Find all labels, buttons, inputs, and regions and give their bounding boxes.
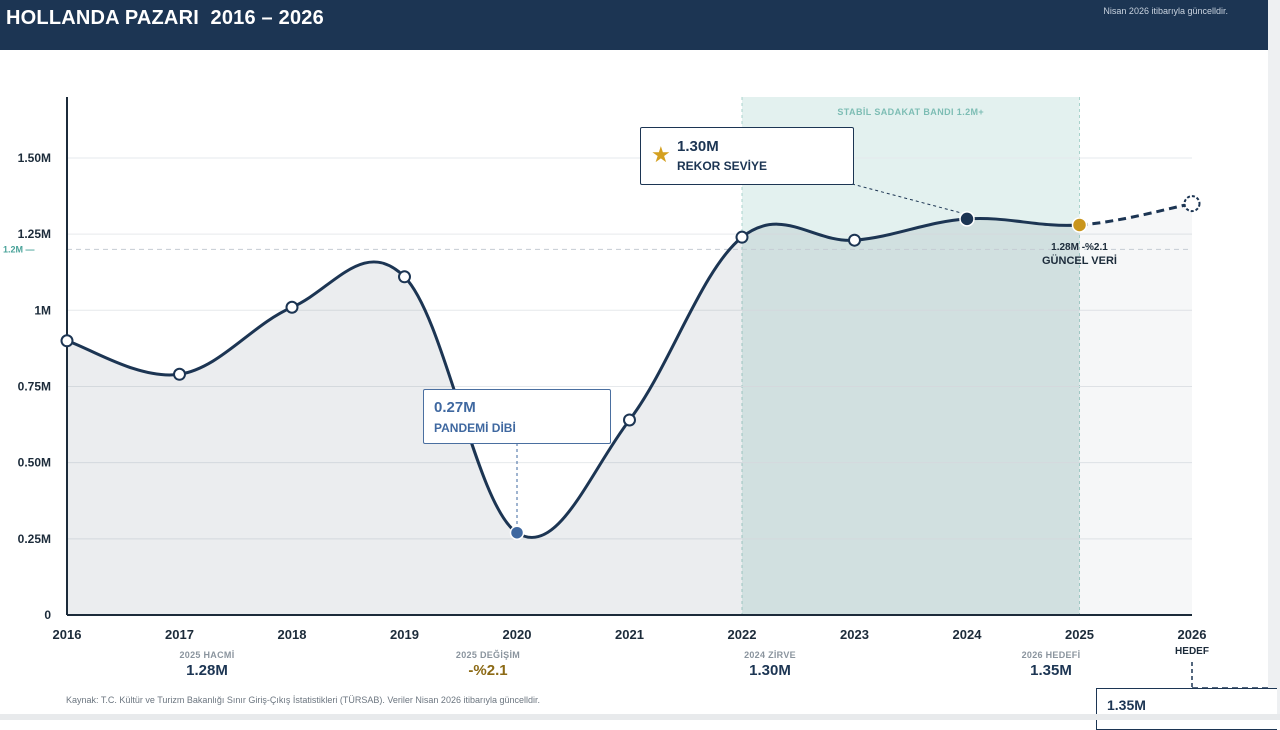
record-callout: ★ 1.30M REKOR SEVİYE [640, 127, 854, 185]
x-extra-label: HEDEF [1175, 646, 1209, 657]
data-point [623, 413, 636, 427]
update-note: Nisan 2026 itibarıyla güncelldir. [1103, 6, 1228, 16]
data-point [848, 233, 861, 247]
record-value: 1.30M [677, 138, 719, 155]
y-tick-label: 0.50M [18, 456, 51, 470]
data-point [398, 270, 411, 284]
band-label: STABİL SADAKAT BANDI 1.2M+ [837, 107, 984, 117]
stat-value: 1.28M [186, 662, 228, 679]
x-tick-label: 2023 [840, 627, 869, 642]
series-line [66, 216, 1080, 539]
stat-value: 1.35M [1030, 662, 1072, 679]
x-tick-label: 2019 [390, 627, 419, 642]
star-icon: ★ [651, 142, 671, 167]
y-tick-label: 1.50M [18, 151, 51, 165]
data-point [60, 334, 74, 348]
x-tick-label: 2026 [1178, 627, 1207, 642]
reference-label: 1.2M — [3, 244, 35, 254]
current-annotation: 1.28M -%2.1 [1051, 242, 1108, 253]
stat-label: 2025 DEĞİŞİM [456, 649, 520, 660]
record-label: REKOR SEVİYE [677, 159, 768, 173]
x-tick-label: 2024 [953, 627, 983, 642]
x-tick-label: 2025 [1065, 627, 1094, 642]
stat-label: 2026 HEDEFİ [1022, 650, 1081, 660]
pandemic-label: PANDEMİ DİBİ [434, 421, 516, 435]
x-tick-label: 2016 [53, 627, 82, 642]
y-tick-label: 0.25M [18, 532, 51, 546]
pandemic-callout: 0.27M PANDEMİ DİBİ [423, 389, 611, 444]
source-note: Kaynak: T.C. Kültür ve Turizm Bakanlığı … [66, 695, 540, 705]
x-tick-label: 2017 [165, 627, 194, 642]
y-tick-label: 1.25M [18, 227, 51, 241]
bottom-strip [0, 714, 1280, 720]
current-point [1071, 217, 1088, 233]
x-tick-label: 2022 [728, 627, 757, 642]
x-tick-label: 2020 [503, 627, 532, 642]
pandemic-value: 0.27M [434, 399, 476, 416]
y-tick-label: 0 [44, 608, 51, 622]
data-point [735, 230, 749, 244]
projection-area-fill [1079, 203, 1192, 615]
area-fill [67, 218, 1080, 615]
stat-label: 2025 HACMİ [179, 650, 234, 660]
stat-value: -%2.1 [468, 662, 507, 679]
stat-label: 2024 ZİRVE [744, 650, 796, 660]
stat-value: 1.30M [749, 662, 791, 679]
pandemic-point [509, 525, 525, 540]
scrollbar-track[interactable] [1268, 0, 1280, 720]
record-point [959, 211, 975, 227]
record-leader [851, 183, 962, 214]
x-tick-label: 2021 [615, 627, 644, 642]
target-value: 1.35M [1107, 697, 1146, 713]
data-point [173, 367, 186, 381]
target-point [1183, 195, 1201, 213]
y-tick-label: 1M [34, 303, 51, 317]
page-title: HOLLANDA PAZARI 2016 – 2026 [6, 7, 324, 29]
target-box: 1.35M [1096, 688, 1277, 730]
data-point [285, 300, 299, 314]
current-label: GÜNCEL VERİ [1042, 254, 1117, 267]
header-bar: HOLLANDA PAZARI 2016 – 2026 Nisan 2026 i… [0, 0, 1268, 50]
y-tick-label: 0.75M [18, 379, 51, 393]
x-tick-label: 2018 [278, 627, 307, 642]
